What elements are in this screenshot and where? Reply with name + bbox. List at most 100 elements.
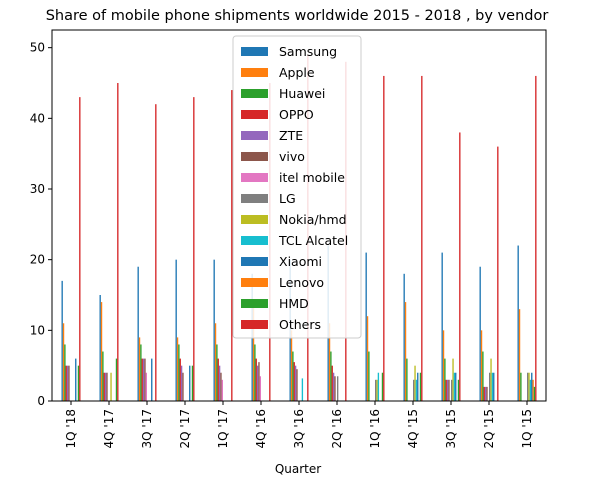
bar-others	[497, 146, 499, 401]
legend-label-zte: ZTE	[279, 128, 303, 143]
bar-nokia-hmd	[490, 358, 492, 401]
bar-huawei	[140, 344, 142, 401]
legend-swatch-huawei	[241, 89, 268, 98]
bar-apple	[100, 302, 103, 401]
x-tick-label: 1Q '17	[216, 409, 230, 448]
bar-tcl-alcatel	[453, 372, 456, 401]
legend-label-apple: Apple	[279, 65, 315, 80]
legend-swatch-others	[241, 320, 268, 329]
legend-swatch-vivo	[241, 152, 268, 161]
bar-nokia-hmd	[528, 372, 530, 401]
x-tick-label: 4Q '17	[102, 409, 116, 448]
bar-zte	[484, 386, 487, 401]
bar-apple	[252, 302, 255, 401]
legend-swatch-zte	[241, 131, 268, 140]
bar-huawei	[368, 351, 370, 401]
legend-label-itel-mobile: itel mobile	[279, 170, 345, 185]
y-tick-label: 50	[30, 41, 45, 55]
x-tick-label: 2Q '16	[330, 409, 344, 448]
bar-oppo	[103, 372, 105, 401]
bar-hmd	[381, 372, 384, 401]
bar-xiaomi	[417, 372, 419, 401]
bar-huawei	[178, 344, 180, 401]
bar-zte	[332, 372, 335, 401]
bar-oppo	[331, 365, 333, 401]
bar-zte	[104, 372, 107, 401]
bar-oppo	[179, 358, 181, 401]
bar-vivo	[296, 369, 298, 401]
bar-vivo	[486, 386, 488, 401]
bar-huawei	[520, 372, 522, 401]
legend-label-vivo: vivo	[279, 149, 305, 164]
bar-others	[421, 75, 423, 402]
bar-others	[231, 90, 233, 401]
x-tick-label: 3Q '16	[292, 409, 306, 448]
bar-hmd	[457, 379, 460, 401]
bar-others	[383, 75, 385, 402]
bar-itel-mobile	[145, 372, 147, 401]
bar-samsung	[137, 266, 139, 401]
legend-label-huawei: Huawei	[279, 86, 325, 101]
legend-swatch-samsung	[241, 47, 268, 56]
bar-lg	[527, 372, 529, 401]
bar-samsung	[61, 280, 63, 401]
bar-vivo	[182, 372, 184, 401]
bar-nokia-hmd	[376, 379, 378, 401]
bar-samsung	[479, 266, 481, 401]
bar-huawei	[216, 344, 218, 401]
x-tick-label: 1Q '18	[64, 409, 78, 448]
bar-hmd	[77, 365, 80, 401]
bar-tcl-alcatel	[529, 379, 532, 401]
y-tick-label: 0	[37, 394, 45, 408]
bar-nokia-hmd	[414, 365, 416, 401]
x-tick-label: 2Q '15	[482, 409, 496, 448]
legend-label-lg: LG	[279, 191, 296, 206]
bar-nokia-hmd	[452, 358, 454, 401]
bar-samsung	[99, 295, 101, 401]
bar-lg	[375, 379, 377, 401]
bar-tcl-alcatel	[491, 372, 494, 401]
bar-samsung	[365, 252, 367, 401]
legend: Samsung Apple Huawei OPPO ZTE vivo itel mobile…	[232, 35, 362, 339]
bar-apple	[62, 323, 65, 401]
bar-apple	[328, 323, 331, 401]
y-tick-label: 40	[30, 111, 45, 125]
y-tick-label: 20	[30, 253, 45, 267]
bar-samsung	[403, 273, 405, 401]
bar-tcl-alcatel	[377, 372, 380, 401]
bar-huawei	[102, 351, 104, 401]
legend-swatch-oppo	[241, 110, 268, 119]
bar-huawei	[292, 351, 294, 401]
legend-label-samsung: Samsung	[279, 44, 337, 59]
bar-itel-mobile	[259, 376, 261, 401]
bar-samsung	[441, 252, 443, 401]
bar-others	[459, 132, 461, 401]
bar-apple	[138, 337, 141, 401]
bar-others	[79, 97, 81, 401]
x-tick-label: 4Q '15	[406, 409, 420, 448]
bar-zte	[256, 365, 259, 401]
bar-apple	[290, 330, 293, 401]
bar-apple	[442, 330, 445, 401]
bar-oppo	[445, 379, 447, 401]
bar-samsung	[213, 259, 215, 401]
bar-samsung	[175, 259, 177, 401]
x-axis: 1Q '18 4Q '17 3Q '17 2Q '17 1Q '17 4Q '16 3Q '…	[64, 401, 534, 448]
bar-huawei	[64, 344, 66, 401]
bar-nokia-hmd	[110, 372, 112, 401]
bar-tcl-alcatel	[301, 378, 304, 401]
y-tick-label: 30	[30, 182, 45, 196]
bar-hmd	[191, 365, 194, 401]
bar-vivo	[258, 362, 260, 401]
legend-label-others: Others	[279, 317, 321, 332]
legend-swatch-lenovo	[241, 278, 268, 287]
bar-vivo	[220, 372, 222, 401]
legend-label-xiaomi: Xiaomi	[279, 254, 322, 269]
bar-tcl-alcatel	[415, 379, 418, 401]
bar-oppo	[483, 386, 485, 401]
bar-zte	[142, 358, 145, 401]
bar-hmd	[419, 372, 422, 401]
bar-others	[535, 75, 537, 402]
bar-oppo	[293, 362, 295, 401]
